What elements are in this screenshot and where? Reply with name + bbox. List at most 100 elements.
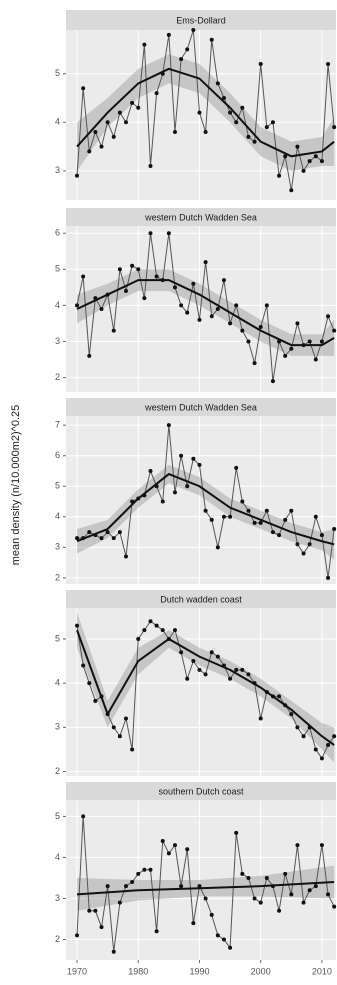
- y-tick-label: 2: [55, 766, 60, 776]
- data-point: [246, 134, 251, 139]
- data-point: [221, 514, 226, 519]
- data-point: [234, 120, 239, 125]
- y-tick-label: 4: [55, 511, 60, 521]
- data-point: [203, 672, 208, 677]
- data-point: [203, 896, 208, 901]
- data-point: [270, 120, 275, 125]
- data-point: [307, 888, 312, 893]
- data-point: [313, 884, 318, 889]
- data-point: [197, 317, 202, 322]
- data-point: [87, 530, 92, 535]
- data-point: [240, 105, 245, 110]
- data-point: [258, 900, 263, 905]
- data-point: [75, 623, 80, 628]
- data-point: [93, 533, 98, 538]
- data-point: [179, 453, 184, 458]
- data-point: [301, 343, 306, 348]
- data-point: [117, 734, 122, 739]
- data-point: [246, 339, 251, 344]
- data-point: [289, 892, 294, 897]
- data-point: [209, 912, 214, 917]
- y-tick-label: 6: [55, 228, 60, 238]
- data-point: [75, 933, 80, 938]
- data-point: [148, 468, 153, 473]
- data-point: [166, 636, 171, 641]
- data-point: [93, 130, 98, 134]
- data-point: [179, 303, 184, 308]
- y-tick-label: 3: [55, 722, 60, 732]
- data-point: [221, 663, 226, 668]
- data-point: [313, 357, 318, 362]
- data-point: [185, 47, 190, 52]
- data-point: [258, 716, 263, 721]
- data-point: [221, 937, 226, 942]
- data-point: [179, 57, 184, 62]
- data-point: [172, 285, 177, 290]
- data-point: [277, 694, 282, 699]
- data-point: [136, 496, 141, 501]
- data-point: [160, 628, 165, 633]
- y-tick-label: 4: [55, 300, 60, 310]
- data-point: [99, 536, 104, 541]
- data-point: [191, 281, 196, 286]
- data-point: [252, 896, 257, 901]
- data-point: [228, 321, 233, 326]
- data-point: [154, 274, 159, 279]
- y-tick-label: 5: [55, 811, 60, 821]
- data-point: [99, 925, 104, 930]
- data-point: [277, 533, 282, 538]
- data-point: [319, 756, 324, 761]
- y-tick-label: 2: [55, 372, 60, 382]
- strip-label: Dutch wadden coast: [160, 594, 242, 604]
- y-tick-label: 6: [55, 450, 60, 460]
- data-point: [111, 725, 116, 730]
- data-point: [117, 530, 122, 535]
- data-point: [307, 725, 312, 730]
- data-point: [136, 267, 141, 272]
- data-point: [326, 743, 331, 748]
- data-point: [191, 28, 196, 32]
- data-point: [124, 554, 128, 559]
- y-tick-label: 2: [55, 572, 60, 582]
- data-point: [105, 120, 110, 125]
- data-point: [81, 814, 86, 819]
- y-tick-label: 3: [55, 165, 60, 175]
- data-point: [185, 847, 190, 852]
- x-tick-label: 1980: [128, 966, 148, 976]
- data-point: [166, 32, 171, 37]
- data-point: [326, 892, 331, 897]
- data-point: [246, 508, 251, 513]
- data-point: [130, 263, 135, 268]
- data-point: [240, 499, 245, 504]
- data-point: [105, 884, 110, 889]
- data-point: [289, 508, 294, 513]
- data-point: [252, 681, 257, 686]
- data-point: [87, 149, 92, 154]
- data-point: [295, 725, 300, 730]
- y-tick-label: 5: [55, 633, 60, 643]
- data-point: [197, 110, 202, 115]
- data-point: [246, 672, 251, 677]
- x-tick-label: 2000: [251, 966, 271, 976]
- data-point: [130, 880, 135, 885]
- data-point: [313, 514, 318, 519]
- data-point: [191, 921, 196, 926]
- data-point: [240, 328, 245, 333]
- data-point: [93, 908, 98, 913]
- data-point: [142, 42, 147, 47]
- data-point: [307, 542, 312, 547]
- data-point: [130, 100, 135, 105]
- data-point: [240, 871, 245, 876]
- data-point: [252, 139, 257, 144]
- data-point: [111, 328, 116, 333]
- data-point: [75, 536, 80, 541]
- data-point: [185, 310, 190, 315]
- data-point: [81, 663, 86, 668]
- confidence-band: [77, 54, 335, 171]
- data-point: [289, 346, 294, 351]
- y-tick-label: 3: [55, 336, 60, 346]
- data-point: [154, 623, 159, 628]
- y-tick-label: 4: [55, 678, 60, 688]
- data-point: [111, 134, 116, 139]
